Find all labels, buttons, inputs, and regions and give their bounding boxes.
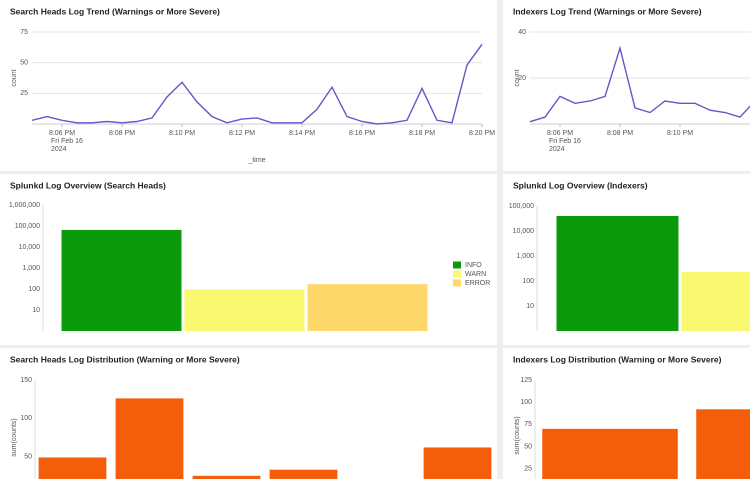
bar <box>307 284 428 331</box>
y-tick-label: 75 <box>524 421 532 428</box>
x-tick-label: 8:18 PM <box>409 130 435 137</box>
x-tick-sublabel: 2024 <box>549 146 565 153</box>
y-tick-label: 125 <box>520 377 532 384</box>
y-tick-label: 25 <box>20 90 28 97</box>
panel-body: Search Heads Log Trend (Warnings or More… <box>0 0 497 171</box>
panel: Splunkd Log Overview (Indexers) 10 100 1,00… <box>503 174 750 345</box>
y-tick-label: 1,000 <box>516 253 534 260</box>
y-tick-label: 50 <box>20 60 28 67</box>
panel-title: Splunkd Log Overview (Search Heads) <box>10 180 166 190</box>
y-tick-label: 100,000 <box>15 223 40 230</box>
panel-body: Search Heads Log Distribution (Warning o… <box>0 348 497 479</box>
x-tick-label: 8:20 PM <box>469 130 495 137</box>
y-axis-label: count <box>514 69 521 86</box>
bar <box>38 457 107 479</box>
panel-title: Search Heads Log Distribution (Warning o… <box>10 354 240 364</box>
x-tick-label: 8:08 PM <box>607 130 633 137</box>
x-tick-sublabel: Fri Feb 16 <box>549 138 581 145</box>
bar <box>184 289 305 331</box>
panel-title: Splunkd Log Overview (Indexers) <box>513 180 648 190</box>
panel-body: Splunkd Log Overview (Indexers) 10 100 1,00… <box>503 174 750 345</box>
legend-swatch <box>453 261 461 269</box>
panel: Indexers Log Distribution (Warning or Mo… <box>503 348 750 479</box>
bar <box>542 428 678 479</box>
x-axis-label: _time <box>247 157 265 164</box>
y-tick-label: 40 <box>518 29 526 36</box>
panel-body: Splunkd Log Overview (Search Heads) 10 100… <box>0 174 497 345</box>
legend-swatch <box>453 270 461 278</box>
y-tick-label: 10,000 <box>513 228 535 235</box>
legend-label: ERROR <box>465 280 490 287</box>
x-tick-sublabel: Fri Feb 16 <box>51 138 83 145</box>
x-tick-label: 8:12 PM <box>229 130 255 137</box>
x-tick-label: 8:08 PM <box>109 130 135 137</box>
y-tick-label: 100 <box>522 278 534 285</box>
bar <box>269 469 338 479</box>
legend-swatch <box>453 279 461 287</box>
y-tick-label: 10 <box>526 303 534 310</box>
x-tick-label: 8:06 PM <box>49 130 75 137</box>
y-tick-label: 75 <box>20 29 28 36</box>
panel-background <box>0 348 497 479</box>
panel: Search Heads Log Distribution (Warning o… <box>0 348 497 479</box>
y-tick-label: 1,000 <box>22 265 40 272</box>
x-tick-label: 8:10 PM <box>667 130 693 137</box>
bar <box>61 229 182 331</box>
panel: Search Heads Log Trend (Warnings or More… <box>0 0 497 171</box>
bar <box>681 271 750 331</box>
panel-body: Indexers Log Distribution (Warning or Mo… <box>503 348 750 479</box>
panel-background <box>0 0 497 171</box>
y-tick-label: 100,000 <box>509 203 534 210</box>
x-tick-label: 8:14 PM <box>289 130 315 137</box>
y-tick-label: 50 <box>24 454 32 461</box>
y-tick-label: 20 <box>518 75 526 82</box>
legend-label: INFO <box>465 262 482 269</box>
panel-background <box>503 0 750 171</box>
bar <box>423 447 492 479</box>
panel-title: Search Heads Log Trend (Warnings or More… <box>10 6 220 16</box>
x-tick-sublabel: 2024 <box>51 146 67 153</box>
y-tick-label: 10 <box>32 307 40 314</box>
bar <box>192 475 261 479</box>
y-tick-label: 100 <box>20 415 32 422</box>
y-axis-label: sum(counts) <box>514 416 521 455</box>
x-tick-label: 8:10 PM <box>169 130 195 137</box>
y-tick-label: 10,000 <box>19 244 41 251</box>
y-axis-label: sum(counts) <box>11 418 18 457</box>
panel: Splunkd Log Overview (Search Heads) 10 100… <box>0 174 497 345</box>
y-tick-label: 50 <box>524 443 532 450</box>
x-tick-label: 8:06 PM <box>547 130 573 137</box>
line-series <box>31 43 483 125</box>
legend-label: WARN <box>465 271 486 278</box>
x-tick-label: 8:16 PM <box>349 130 375 137</box>
y-tick-label: 100 <box>28 286 40 293</box>
bar <box>556 215 679 331</box>
bar <box>696 409 750 479</box>
panel: Indexers Log Trend (Warnings or More Sev… <box>503 0 750 171</box>
panel-title: Indexers Log Distribution (Warning or Mo… <box>513 354 722 364</box>
y-axis-label: count <box>11 69 18 86</box>
y-tick-label: 100 <box>520 399 532 406</box>
y-tick-label: 150 <box>20 377 32 384</box>
y-tick-label: 1,000,000 <box>9 202 40 209</box>
panel-title: Indexers Log Trend (Warnings or More Sev… <box>513 6 702 16</box>
y-tick-label: 25 <box>524 466 532 473</box>
panel-body: Indexers Log Trend (Warnings or More Sev… <box>503 0 750 171</box>
bar <box>115 398 184 479</box>
line-series <box>529 45 750 123</box>
